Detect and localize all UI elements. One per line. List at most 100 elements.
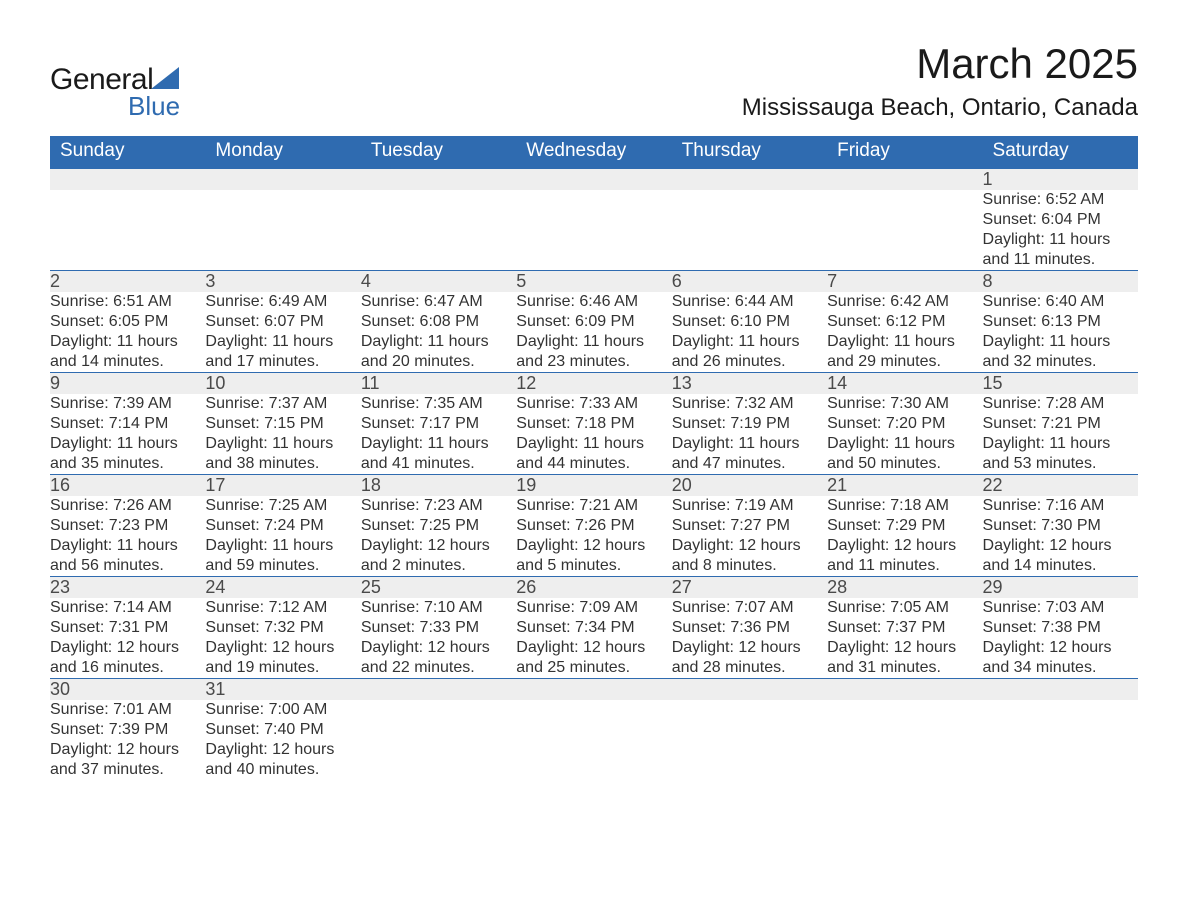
- daynum-row: 23242526272829: [50, 576, 1138, 598]
- daylight-line1: Daylight: 11 hours: [205, 536, 360, 556]
- day-number: 6: [672, 270, 827, 292]
- daylight-line1: Daylight: 11 hours: [672, 434, 827, 454]
- day-number: [983, 678, 1138, 700]
- day-number: 7: [827, 270, 982, 292]
- day-number: 25: [361, 576, 516, 598]
- day-info: Sunrise: 7:25 AMSunset: 7:24 PMDaylight:…: [205, 496, 360, 577]
- daylight-line2: and 17 minutes.: [205, 352, 360, 372]
- weekday-header: Wednesday: [516, 136, 671, 169]
- sunset: Sunset: 6:13 PM: [983, 312, 1138, 332]
- daylight-line2: and 37 minutes.: [50, 760, 205, 780]
- daylight-line1: Daylight: 12 hours: [672, 536, 827, 556]
- info-row: Sunrise: 7:39 AMSunset: 7:14 PMDaylight:…: [50, 394, 1138, 475]
- daylight-line2: and 47 minutes.: [672, 454, 827, 474]
- sunrise: Sunrise: 7:21 AM: [516, 496, 671, 516]
- day-number: 10: [205, 372, 360, 394]
- day-number: 9: [50, 372, 205, 394]
- day-info: Sunrise: 7:33 AMSunset: 7:18 PMDaylight:…: [516, 394, 671, 475]
- sunrise: Sunrise: 7:23 AM: [361, 496, 516, 516]
- calendar-body: 1Sunrise: 6:52 AMSunset: 6:04 PMDaylight…: [50, 169, 1138, 780]
- day-number: 12: [516, 372, 671, 394]
- sunrise: Sunrise: 7:39 AM: [50, 394, 205, 414]
- sunrise: Sunrise: 7:01 AM: [50, 700, 205, 720]
- day-number: 5: [516, 270, 671, 292]
- day-info: [205, 190, 360, 271]
- sunset: Sunset: 6:04 PM: [983, 210, 1138, 230]
- daylight-line1: Daylight: 12 hours: [827, 536, 982, 556]
- daylight-line1: Daylight: 11 hours: [50, 536, 205, 556]
- sunset: Sunset: 7:23 PM: [50, 516, 205, 536]
- sunrise: Sunrise: 7:10 AM: [361, 598, 516, 618]
- sunset: Sunset: 6:10 PM: [672, 312, 827, 332]
- info-row: Sunrise: 7:01 AMSunset: 7:39 PMDaylight:…: [50, 700, 1138, 780]
- day-info: [516, 190, 671, 271]
- sunrise: Sunrise: 7:00 AM: [205, 700, 360, 720]
- daylight-line2: and 32 minutes.: [983, 352, 1138, 372]
- daylight-line2: and 31 minutes.: [827, 658, 982, 678]
- day-info: [516, 700, 671, 780]
- day-number: 21: [827, 474, 982, 496]
- daylight-line1: Daylight: 11 hours: [205, 434, 360, 454]
- day-info: Sunrise: 7:18 AMSunset: 7:29 PMDaylight:…: [827, 496, 982, 577]
- day-info: Sunrise: 7:09 AMSunset: 7:34 PMDaylight:…: [516, 598, 671, 679]
- sunrise: Sunrise: 7:33 AM: [516, 394, 671, 414]
- sunset: Sunset: 7:25 PM: [361, 516, 516, 536]
- sunrise: Sunrise: 6:40 AM: [983, 292, 1138, 312]
- day-number: 1: [983, 169, 1138, 190]
- daylight-line2: and 28 minutes.: [672, 658, 827, 678]
- day-number: 17: [205, 474, 360, 496]
- sunset: Sunset: 7:18 PM: [516, 414, 671, 434]
- daylight-line1: Daylight: 11 hours: [361, 332, 516, 352]
- day-number: 29: [983, 576, 1138, 598]
- daylight-line1: Daylight: 11 hours: [205, 332, 360, 352]
- day-info: [983, 700, 1138, 780]
- daylight-line1: Daylight: 12 hours: [983, 536, 1138, 556]
- weekday-header: Tuesday: [361, 136, 516, 169]
- day-info: [827, 190, 982, 271]
- day-number: 31: [205, 678, 360, 700]
- day-info: Sunrise: 7:14 AMSunset: 7:31 PMDaylight:…: [50, 598, 205, 679]
- sunset: Sunset: 6:07 PM: [205, 312, 360, 332]
- day-info: Sunrise: 6:52 AMSunset: 6:04 PMDaylight:…: [983, 190, 1138, 271]
- daylight-line2: and 25 minutes.: [516, 658, 671, 678]
- sunset: Sunset: 7:30 PM: [983, 516, 1138, 536]
- sunset: Sunset: 7:21 PM: [983, 414, 1138, 434]
- daylight-line2: and 56 minutes.: [50, 556, 205, 576]
- sunset: Sunset: 7:36 PM: [672, 618, 827, 638]
- daylight-line1: Daylight: 11 hours: [50, 434, 205, 454]
- day-number: [516, 678, 671, 700]
- sunrise: Sunrise: 7:28 AM: [983, 394, 1138, 414]
- day-info: [672, 700, 827, 780]
- sunset: Sunset: 7:34 PM: [516, 618, 671, 638]
- sunrise: Sunrise: 7:37 AM: [205, 394, 360, 414]
- daylight-line2: and 11 minutes.: [983, 250, 1138, 270]
- sunset: Sunset: 7:31 PM: [50, 618, 205, 638]
- day-number: 14: [827, 372, 982, 394]
- daynum-row: 16171819202122: [50, 474, 1138, 496]
- weekday-header: Friday: [827, 136, 982, 169]
- daylight-line2: and 40 minutes.: [205, 760, 360, 780]
- day-info: Sunrise: 7:00 AMSunset: 7:40 PMDaylight:…: [205, 700, 360, 780]
- day-number: 27: [672, 576, 827, 598]
- sunset: Sunset: 7:33 PM: [361, 618, 516, 638]
- day-number: 24: [205, 576, 360, 598]
- day-info: Sunrise: 7:05 AMSunset: 7:37 PMDaylight:…: [827, 598, 982, 679]
- daylight-line2: and 5 minutes.: [516, 556, 671, 576]
- sunrise: Sunrise: 7:14 AM: [50, 598, 205, 618]
- day-number: 23: [50, 576, 205, 598]
- day-info: Sunrise: 7:23 AMSunset: 7:25 PMDaylight:…: [361, 496, 516, 577]
- sunset: Sunset: 7:39 PM: [50, 720, 205, 740]
- daylight-line2: and 35 minutes.: [50, 454, 205, 474]
- daylight-line1: Daylight: 12 hours: [827, 638, 982, 658]
- day-number: 3: [205, 270, 360, 292]
- day-info: Sunrise: 7:03 AMSunset: 7:38 PMDaylight:…: [983, 598, 1138, 679]
- sunrise: Sunrise: 6:51 AM: [50, 292, 205, 312]
- daylight-line2: and 14 minutes.: [50, 352, 205, 372]
- day-number: 18: [361, 474, 516, 496]
- daylight-line1: Daylight: 12 hours: [516, 638, 671, 658]
- day-number: 8: [983, 270, 1138, 292]
- info-row: Sunrise: 6:51 AMSunset: 6:05 PMDaylight:…: [50, 292, 1138, 373]
- day-number: [827, 678, 982, 700]
- daylight-line1: Daylight: 11 hours: [50, 332, 205, 352]
- sunset: Sunset: 7:32 PM: [205, 618, 360, 638]
